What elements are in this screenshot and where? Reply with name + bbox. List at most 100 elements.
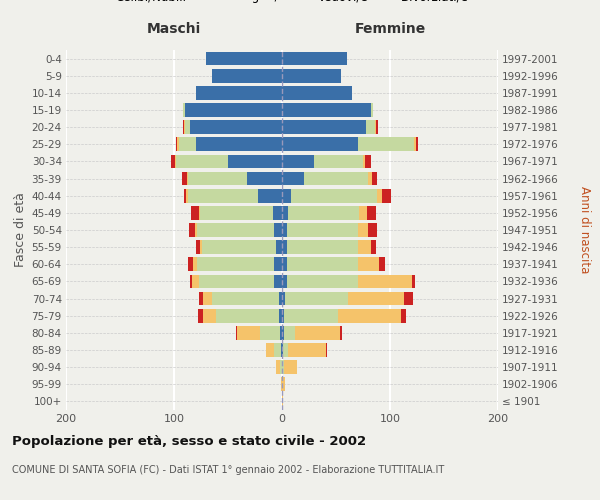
- Bar: [401, 309, 406, 322]
- Text: Maschi: Maschi: [147, 22, 201, 36]
- Bar: [196, 240, 200, 254]
- Bar: [206, 52, 282, 66]
- Legend: Celibi/Nubili, Coniugati/e, Vedovi/e, Divorziati/e: Celibi/Nubili, Coniugati/e, Vedovi/e, Di…: [91, 0, 473, 8]
- Bar: [366, 120, 375, 134]
- Bar: [282, 394, 283, 408]
- Bar: [274, 258, 282, 271]
- Bar: [176, 138, 177, 151]
- Bar: [284, 326, 295, 340]
- Bar: [368, 223, 377, 237]
- Bar: [279, 292, 282, 306]
- Bar: [175, 154, 176, 168]
- Bar: [216, 309, 279, 322]
- Bar: [282, 258, 287, 271]
- Bar: [412, 274, 415, 288]
- Bar: [199, 206, 200, 220]
- Bar: [176, 154, 228, 168]
- Bar: [184, 120, 185, 134]
- Bar: [199, 274, 274, 288]
- Bar: [212, 292, 279, 306]
- Bar: [282, 240, 287, 254]
- Bar: [285, 292, 348, 306]
- Bar: [281, 378, 282, 391]
- Bar: [182, 103, 185, 117]
- Bar: [282, 274, 287, 288]
- Y-axis label: Anni di nascita: Anni di nascita: [578, 186, 592, 274]
- Bar: [186, 189, 188, 202]
- Bar: [295, 326, 340, 340]
- Bar: [200, 240, 202, 254]
- Bar: [203, 309, 216, 322]
- Bar: [275, 240, 282, 254]
- Bar: [326, 343, 328, 357]
- Bar: [282, 343, 283, 357]
- Y-axis label: Fasce di età: Fasce di età: [14, 192, 28, 268]
- Bar: [371, 172, 377, 185]
- Bar: [304, 172, 368, 185]
- Bar: [193, 274, 199, 288]
- Bar: [185, 120, 190, 134]
- Bar: [282, 103, 371, 117]
- Bar: [191, 206, 199, 220]
- Bar: [200, 206, 274, 220]
- Bar: [203, 292, 212, 306]
- Bar: [274, 274, 282, 288]
- Bar: [182, 172, 187, 185]
- Text: Popolazione per età, sesso e stato civile - 2002: Popolazione per età, sesso e stato civil…: [12, 435, 366, 448]
- Bar: [194, 223, 197, 237]
- Bar: [188, 172, 247, 185]
- Bar: [190, 274, 193, 288]
- Bar: [182, 120, 184, 134]
- Bar: [280, 360, 282, 374]
- Bar: [197, 223, 274, 237]
- Bar: [198, 309, 203, 322]
- Bar: [284, 309, 338, 322]
- Bar: [280, 326, 282, 340]
- Bar: [247, 172, 282, 185]
- Bar: [279, 309, 282, 322]
- Bar: [358, 240, 371, 254]
- Bar: [188, 189, 258, 202]
- Bar: [290, 189, 377, 202]
- Bar: [376, 120, 378, 134]
- Bar: [282, 206, 289, 220]
- Bar: [228, 154, 282, 168]
- Bar: [282, 172, 304, 185]
- Bar: [282, 309, 284, 322]
- Bar: [289, 343, 326, 357]
- Bar: [260, 326, 280, 340]
- Bar: [282, 154, 314, 168]
- Bar: [177, 138, 179, 151]
- Bar: [368, 172, 371, 185]
- Bar: [236, 326, 260, 340]
- Bar: [196, 86, 282, 100]
- Bar: [287, 258, 358, 271]
- Bar: [258, 189, 282, 202]
- Bar: [197, 258, 274, 271]
- Bar: [190, 120, 282, 134]
- Bar: [282, 189, 290, 202]
- Bar: [282, 292, 285, 306]
- Bar: [282, 52, 347, 66]
- Bar: [358, 274, 412, 288]
- Text: COMUNE DI SANTA SOFIA (FC) - Dati ISTAT 1° gennaio 2002 - Elaborazione TUTTITALI: COMUNE DI SANTA SOFIA (FC) - Dati ISTAT …: [12, 465, 444, 475]
- Bar: [282, 120, 366, 134]
- Bar: [367, 206, 376, 220]
- Text: Femmine: Femmine: [355, 22, 425, 36]
- Bar: [189, 223, 194, 237]
- Bar: [287, 240, 358, 254]
- Bar: [382, 189, 391, 202]
- Bar: [348, 292, 404, 306]
- Bar: [416, 138, 418, 151]
- Bar: [358, 258, 379, 271]
- Bar: [287, 274, 358, 288]
- Bar: [414, 138, 416, 151]
- Bar: [358, 138, 414, 151]
- Bar: [375, 120, 376, 134]
- Bar: [284, 360, 297, 374]
- Bar: [281, 343, 282, 357]
- Bar: [184, 189, 186, 202]
- Bar: [274, 206, 282, 220]
- Bar: [282, 223, 287, 237]
- Bar: [196, 138, 282, 151]
